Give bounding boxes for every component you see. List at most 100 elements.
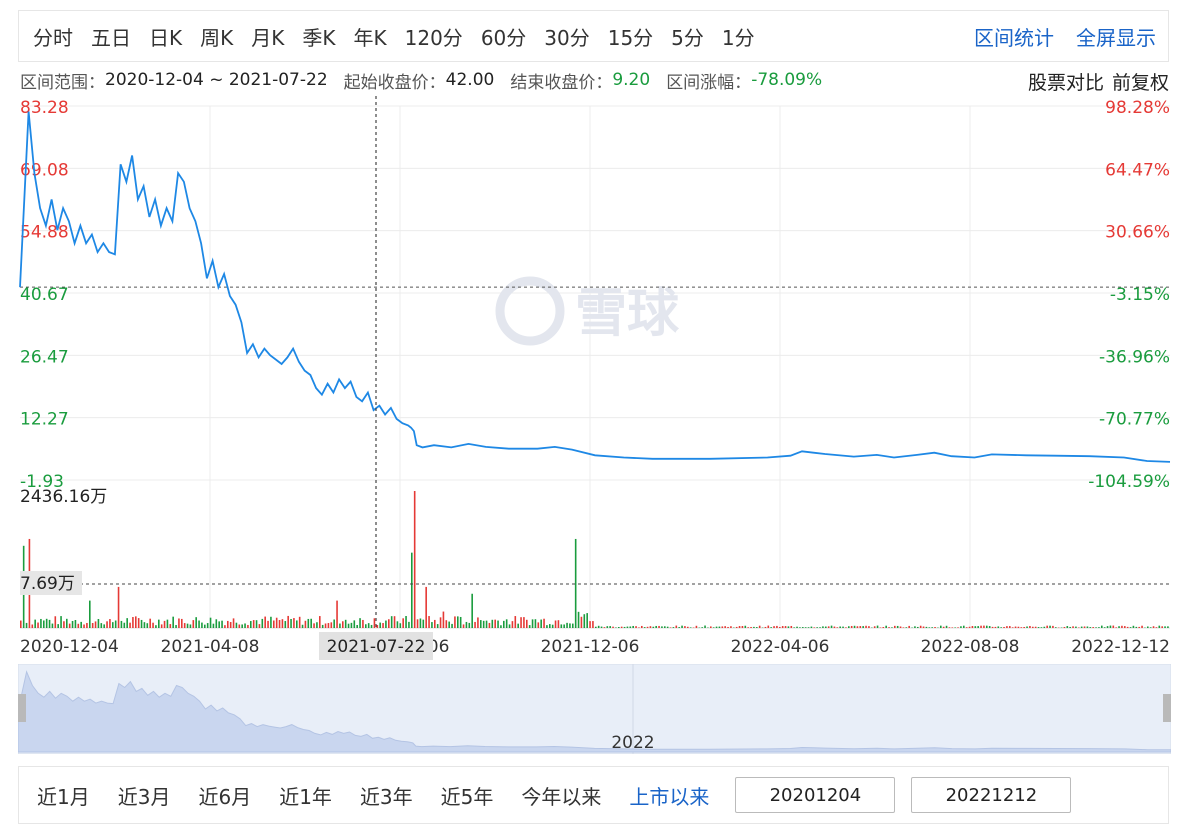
crosshair-date-badge — [319, 632, 433, 660]
period-tab-7[interactable]: 120分 — [404, 25, 463, 50]
range-button-3[interactable]: 近1年 — [279, 784, 332, 809]
volume-bar — [1069, 626, 1071, 628]
y-right-tick-3: -3.15% — [1110, 285, 1170, 305]
volume-bar — [715, 626, 718, 628]
volume-bar — [296, 620, 298, 628]
volume-bar — [523, 617, 525, 628]
volume-bar — [905, 627, 908, 628]
interval-stats-button[interactable]: 区间统计 — [974, 25, 1054, 50]
range-navigator[interactable]: 2022 — [17, 663, 1172, 755]
range-button-7[interactable]: 上市以来 — [629, 784, 710, 809]
volume-bar — [965, 627, 968, 628]
volume-bar — [1000, 627, 1002, 628]
start-price-label: 起始收盘价： — [343, 72, 446, 93]
volume-bar — [735, 626, 738, 628]
range-button-0[interactable]: 近1月 — [37, 784, 90, 809]
period-tab-6[interactable]: 年K — [353, 25, 387, 50]
volume-bar — [977, 626, 979, 628]
volume-bar — [919, 625, 922, 628]
volume-bar — [63, 621, 65, 628]
price-chart[interactable]: 雪球 83.28 69.08 54.88 40.67 26.47 12.27 -1.93 98.… — [0, 96, 1177, 660]
end-date-input[interactable] — [911, 777, 1072, 813]
navigator-svg[interactable]: 2022 — [17, 663, 1172, 755]
period-tab-3[interactable]: 周K — [200, 25, 234, 50]
volume-bar — [1092, 627, 1094, 628]
stock-compare-button[interactable]: 股票对比 — [1027, 72, 1104, 94]
x-tick-0: 2020-12-04 — [20, 637, 119, 657]
volume-bar — [1138, 626, 1140, 628]
period-tab-12[interactable]: 1分 — [721, 25, 755, 50]
volume-bar — [198, 620, 200, 628]
range-button-5[interactable]: 近5年 — [440, 784, 494, 809]
range-button-6[interactable]: 今年以来 — [521, 784, 602, 809]
volume-bar — [1017, 626, 1020, 628]
volume-bar — [80, 621, 82, 628]
volume-bar — [876, 625, 879, 628]
volume-bar — [787, 626, 790, 628]
end-price-value: 9.20 — [612, 70, 651, 90]
period-tab-2[interactable]: 日K — [149, 25, 183, 50]
crosshair-date-label: 2021-07-22 — [327, 637, 426, 657]
period-tab-11[interactable]: 5分 — [671, 25, 704, 50]
period-tab-10[interactable]: 15分 — [607, 25, 654, 50]
range-button-4[interactable]: 近3年 — [359, 784, 413, 809]
y-right-tick-6: -104.59% — [1088, 472, 1170, 492]
period-tab-1[interactable]: 五日 — [91, 25, 131, 50]
volume-bar — [750, 626, 752, 628]
volume-bar — [40, 618, 42, 628]
volume-bar — [914, 626, 916, 628]
volume-bar — [868, 626, 870, 628]
volume-bar — [457, 616, 459, 628]
volume-bar — [986, 625, 988, 628]
volume-bar — [531, 619, 534, 628]
volume-bar — [632, 625, 634, 628]
fullscreen-button[interactable]: 全屏显示 — [1076, 25, 1156, 50]
volume-max-label: 2436.16万 — [20, 487, 107, 507]
volume-bar — [899, 626, 902, 628]
volume-bar — [379, 622, 381, 628]
volume-bar — [1006, 626, 1008, 628]
volume-bar — [779, 626, 781, 628]
volume-bar — [83, 624, 85, 628]
period-tab-9[interactable]: 30分 — [544, 25, 590, 50]
volume-bar — [988, 626, 991, 628]
interval-info: 区间范围： 2020-12-04 ~ 2021-07-22 起始收盘价： 42.… — [20, 68, 1171, 93]
volume-bar — [238, 624, 241, 628]
volume-bar — [1103, 627, 1106, 628]
volume-bar — [643, 627, 646, 628]
volume-bar — [833, 626, 836, 628]
volume-bar — [1147, 626, 1149, 628]
period-tab-8[interactable]: 60分 — [480, 25, 527, 50]
volume-bar — [500, 625, 502, 628]
volume-bar — [503, 620, 505, 628]
volume-bar — [830, 625, 833, 628]
period-tab-4[interactable]: 月K — [251, 25, 285, 50]
volume-bar — [120, 620, 123, 628]
volume-bar — [31, 624, 34, 628]
volume-bar — [1011, 627, 1014, 628]
volume-bar — [758, 625, 761, 628]
volume-bar — [825, 626, 827, 628]
range-label: 区间范围： — [20, 72, 105, 93]
chart-svg[interactable]: 雪球 83.28 69.08 54.88 40.67 26.47 12.27 -1.93 98.… — [0, 96, 1177, 660]
period-tab-5[interactable]: 季K — [302, 25, 336, 50]
adjust-mode-button[interactable]: 前复权 — [1111, 72, 1169, 94]
x-tick-6: 2022-12-12 — [1071, 637, 1170, 657]
volume-bar — [416, 619, 419, 628]
volume-bar — [514, 616, 517, 628]
volume-bar — [1040, 627, 1043, 628]
range-buttons: 近1月 近3月 近6月 近1年 近3年 近5年 今年以来 上市以来 — [19, 781, 719, 810]
volume-bar — [445, 620, 448, 628]
range-button-2[interactable]: 近6月 — [198, 784, 252, 809]
volume-bar — [1132, 625, 1135, 628]
volume-bar — [459, 616, 462, 628]
range-button-1[interactable]: 近3月 — [117, 784, 171, 809]
volume-bar — [543, 618, 545, 628]
volume-bar — [1086, 626, 1089, 628]
volume-bar — [626, 626, 629, 628]
volume-bar — [235, 622, 238, 628]
start-date-input[interactable] — [735, 777, 896, 813]
volume-bar — [942, 626, 945, 628]
navigator-year-label: 2022 — [611, 733, 654, 753]
period-tab-0[interactable]: 分时 — [33, 25, 73, 50]
